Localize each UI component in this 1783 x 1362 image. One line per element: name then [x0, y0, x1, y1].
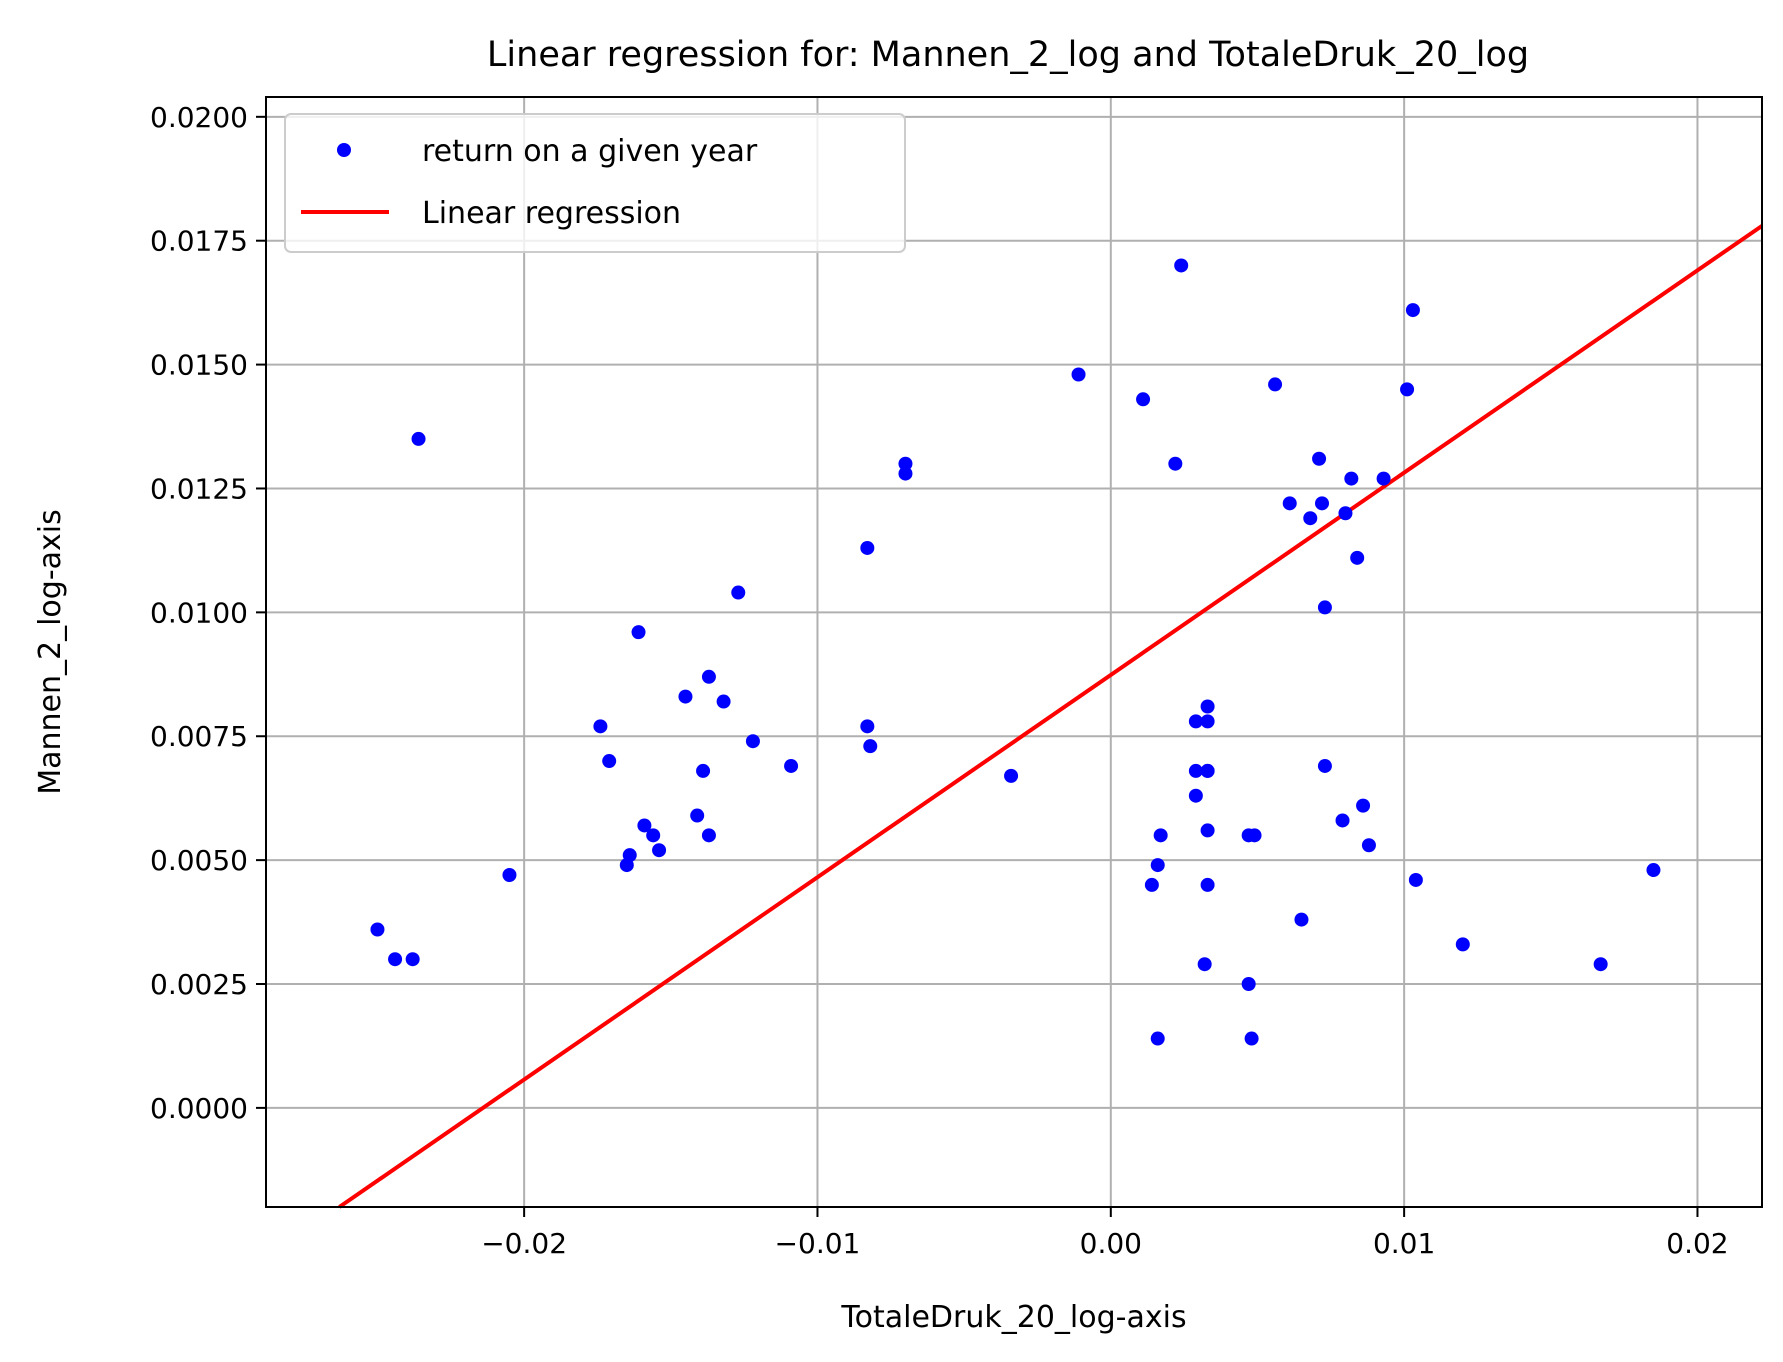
data-point [1136, 392, 1151, 407]
y-axis-ticks: 0.0000 0.0025 0.0050 0.0075 0.0100 0.0125 0.01… [150, 101, 266, 1125]
y-tick-label: 0.0175 [150, 225, 248, 258]
data-point [1004, 768, 1019, 783]
scatter-points-layer [370, 258, 1661, 1046]
regression-line-layer [338, 224, 1764, 1209]
data-point [411, 431, 426, 446]
data-point [860, 719, 875, 734]
legend: return on a given year Linear regression [284, 113, 906, 253]
data-point [1344, 471, 1359, 486]
chart-title: Linear regression for: Mannen_2_log and … [487, 35, 1529, 75]
data-point [860, 540, 875, 555]
data-point [1197, 957, 1212, 972]
data-point [405, 952, 420, 967]
data-point [1268, 377, 1283, 392]
grid [266, 97, 1762, 1207]
data-point [1312, 451, 1327, 466]
data-point [593, 719, 608, 734]
data-point [745, 734, 760, 749]
data-point [622, 848, 637, 863]
data-point [1188, 763, 1203, 778]
x-tick-label: 0.02 [1666, 1227, 1728, 1260]
y-tick-label: 0.0050 [150, 844, 248, 877]
data-point [1294, 912, 1309, 927]
data-point [1317, 600, 1332, 615]
y-tick-label: 0.0150 [150, 349, 248, 382]
data-point [388, 952, 403, 967]
plot-area-frame [265, 96, 1763, 1208]
data-point [1315, 496, 1329, 511]
legend-marker-scatter [337, 143, 351, 157]
regression-line [338, 224, 1764, 1209]
y-tick-label: 0.0025 [150, 968, 248, 1001]
data-point [701, 669, 716, 684]
data-point [1593, 957, 1608, 972]
data-point [1335, 813, 1350, 828]
data-point [1361, 838, 1376, 853]
data-point [1247, 828, 1262, 843]
legend-label-scatter: return on a given year [422, 134, 758, 169]
y-axis-label: Mannen_2_log-axis [33, 509, 68, 795]
data-point [731, 585, 746, 600]
data-point [1150, 858, 1165, 873]
data-point [898, 466, 913, 481]
data-point [1150, 1031, 1165, 1046]
data-point [784, 758, 799, 773]
x-tick-label: −0.01 [775, 1227, 861, 1260]
data-point [1168, 456, 1183, 471]
x-axis-ticks: −0.02 −0.01 0.00 0.01 0.02 [481, 1207, 1729, 1260]
y-tick-label: 0.0100 [150, 596, 248, 629]
y-tick-label: 0.0000 [150, 1092, 248, 1125]
data-point [502, 867, 517, 882]
data-point [1408, 872, 1423, 887]
data-point [1200, 714, 1215, 729]
data-point [370, 922, 385, 937]
data-point [1241, 977, 1256, 992]
data-point [1174, 258, 1189, 273]
y-tick-label: 0.0200 [150, 101, 248, 134]
data-point [1303, 511, 1318, 526]
data-point [678, 689, 693, 704]
data-point [1200, 823, 1215, 838]
data-point [701, 828, 716, 843]
data-point [690, 808, 705, 823]
data-point [646, 828, 661, 843]
data-point [602, 754, 617, 769]
x-tick-label: 0.01 [1373, 1227, 1435, 1260]
data-point [1356, 798, 1371, 813]
data-point [1200, 763, 1215, 778]
data-point [1455, 937, 1470, 952]
data-point [1400, 382, 1415, 397]
data-point [1071, 367, 1086, 382]
data-point [863, 739, 878, 754]
x-tick-label: 0.00 [1080, 1227, 1142, 1260]
data-point [1144, 877, 1159, 892]
data-point [1405, 303, 1420, 318]
data-point [1350, 550, 1365, 565]
data-point [631, 625, 646, 640]
y-tick-label: 0.0075 [150, 720, 248, 753]
legend-label-regression: Linear regression [422, 196, 681, 231]
data-point [1188, 714, 1203, 729]
data-point [898, 456, 913, 471]
data-point [1200, 877, 1215, 892]
y-tick-label: 0.0125 [150, 472, 248, 505]
data-point [1338, 506, 1353, 521]
legend-box [284, 113, 906, 253]
data-point [1200, 699, 1215, 714]
data-point [652, 843, 667, 858]
data-point [1188, 788, 1203, 803]
data-point [637, 818, 652, 833]
data-point [1376, 471, 1391, 486]
x-tick-label: −0.02 [481, 1227, 567, 1260]
data-point [1317, 758, 1332, 773]
data-point [1153, 828, 1168, 843]
data-point [1244, 1031, 1259, 1046]
data-point [696, 763, 711, 778]
data-point [1646, 863, 1661, 878]
data-point [1282, 496, 1297, 511]
x-axis-label: TotaleDruk_20_log-axis [840, 1300, 1186, 1335]
data-point [716, 694, 731, 709]
